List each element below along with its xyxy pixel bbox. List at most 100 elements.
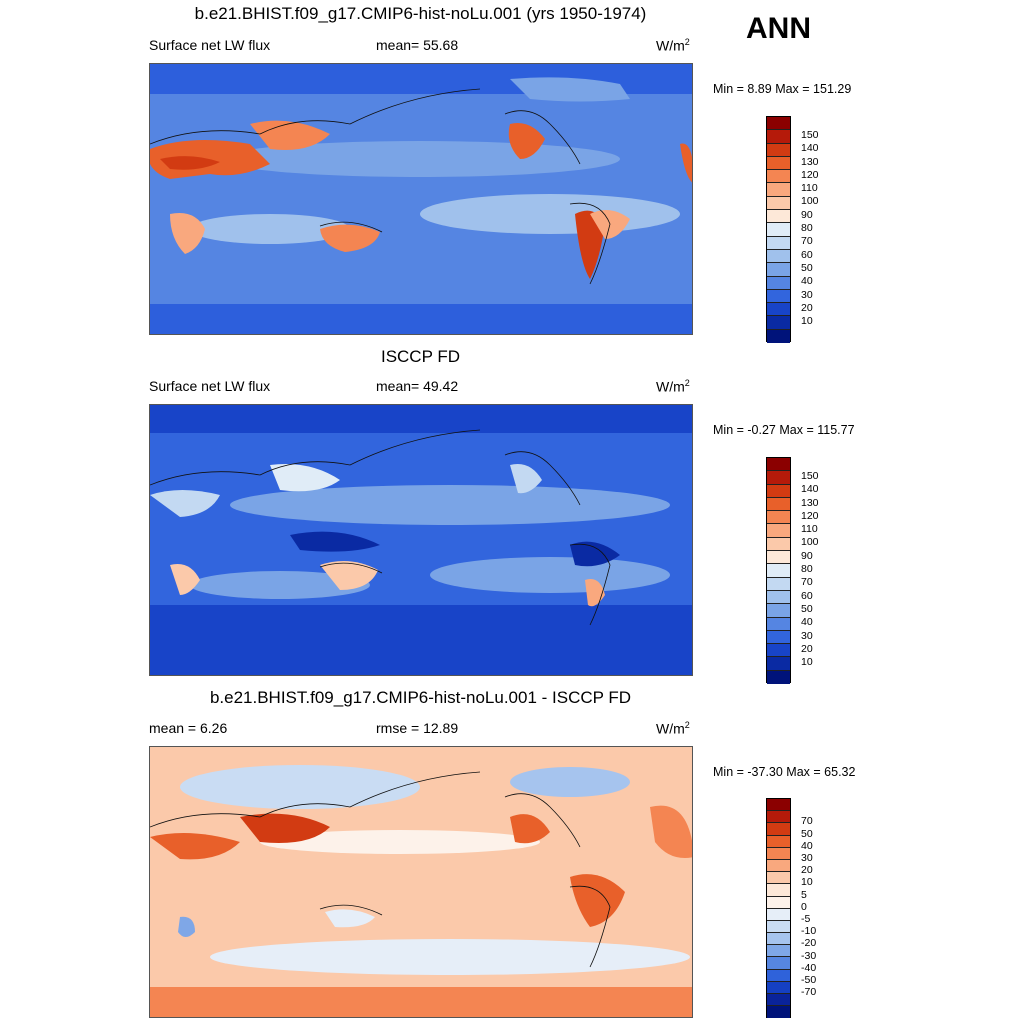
colorbar-swatch: [767, 896, 790, 909]
colorbar-swatch: [767, 551, 790, 565]
colorbar-label: 30: [801, 288, 813, 301]
panel2-title: ISCCP FD: [380, 347, 461, 366]
colorbar-label: -70: [801, 986, 817, 999]
colorbar-swatch: [767, 957, 790, 970]
colorbar-swatch: [767, 945, 790, 958]
colorbar-label: 20: [801, 301, 813, 314]
colorbar-label: 10: [801, 315, 813, 328]
colorbar-swatch: [767, 497, 790, 512]
colorbar-swatch: [767, 143, 790, 157]
colorbar-swatch: [767, 156, 790, 171]
colorbar-swatch: [767, 811, 790, 824]
colorbar-swatch: [767, 908, 790, 921]
colorbar-swatch: [767, 981, 790, 994]
colorbar-label: -30: [801, 949, 817, 962]
colorbar-swatch: [767, 289, 790, 304]
colorbar-label: 80: [801, 222, 813, 235]
colorbar-label: 50: [801, 602, 813, 615]
colorbar-swatch: [767, 577, 790, 591]
colorbar-swatch: [767, 1006, 790, 1019]
colorbar-swatch: [767, 823, 790, 836]
colorbar-swatch: [767, 329, 790, 344]
colorbar-swatch: [767, 524, 790, 538]
colorbar-swatch: [767, 859, 790, 873]
colorbar-label: 90: [801, 208, 813, 221]
colorbar-swatch: [767, 847, 790, 860]
panel2-units: W/m2: [656, 378, 690, 395]
colorbar-swatch: [767, 263, 790, 277]
colorbar-label: 50: [801, 827, 813, 840]
colorbar-swatch: [767, 210, 790, 224]
panel3-rmse-label: rmse = 12.89: [376, 720, 459, 736]
colorbar-swatch: [767, 670, 790, 685]
colorbar-label: 0: [801, 900, 807, 913]
panel1-map: [149, 63, 693, 335]
panel3-units: W/m2: [656, 720, 690, 737]
colorbar-label: 50: [801, 261, 813, 274]
colorbar-swatch: [767, 884, 790, 897]
colorbar-swatch: [767, 316, 790, 330]
panel1-units: W/m2: [656, 37, 690, 54]
colorbar-label: 150: [801, 469, 819, 482]
colorbar-swatch: [767, 630, 790, 645]
colorbar-swatch: [767, 303, 790, 317]
colorbar-label: 100: [801, 195, 819, 208]
colorbar-swatch: [767, 617, 790, 631]
colorbar-label: 140: [801, 483, 819, 496]
colorbar-swatch: [767, 590, 790, 605]
colorbar-label: 110: [801, 523, 818, 536]
colorbar-swatch: [767, 236, 790, 250]
colorbar-label: 130: [801, 155, 819, 168]
colorbar-label: 70: [801, 235, 813, 248]
colorbar-label: 70: [801, 576, 813, 589]
panel1-title: b.e21.BHIST.f09_g17.CMIP6-hist-noLu.001 …: [194, 4, 647, 23]
colorbar-label: 70: [801, 815, 813, 828]
panel2-minmax: Min = -0.27 Max = 115.77: [713, 423, 855, 437]
season-label: ANN: [746, 12, 811, 45]
colorbar-label: 10: [801, 876, 813, 889]
colorbar-label: 150: [801, 128, 819, 141]
colorbar-swatch: [767, 933, 790, 946]
colorbar-swatch: [767, 458, 790, 472]
colorbar-label: 30: [801, 629, 813, 642]
panel3-map: [149, 746, 693, 1018]
colorbar-swatch: [767, 183, 790, 197]
colorbar-label: 80: [801, 563, 813, 576]
colorbar-label: 5: [801, 888, 807, 901]
colorbar-label: 140: [801, 142, 819, 155]
colorbar-label: 40: [801, 616, 813, 629]
colorbar-label: -20: [801, 937, 817, 950]
colorbar-swatch: [767, 799, 790, 812]
panel3-mean-label: mean = 6.26: [149, 720, 228, 736]
colorbar-label: 10: [801, 656, 813, 669]
panel3-title: b.e21.BHIST.f09_g17.CMIP6-hist-noLu.001 …: [209, 688, 632, 707]
colorbar-label: 130: [801, 496, 819, 509]
colorbar-label: 90: [801, 549, 813, 562]
colorbar-swatch: [767, 657, 790, 671]
colorbar-label: -10: [801, 925, 817, 938]
colorbar-swatch: [767, 276, 790, 290]
panel2-mean-label: mean= 49.42: [376, 378, 459, 394]
colorbar-swatch: [767, 484, 790, 498]
colorbar-swatch: [767, 130, 790, 144]
panel1-colorbar: 150 140 130 120 110 100 90 80 70 60 50 40 30 20 10: [766, 116, 819, 344]
panel2-map: [149, 404, 693, 676]
colorbar-swatch: [767, 994, 790, 1007]
colorbar-label: 120: [801, 168, 819, 181]
panel1-variable-label: Surface net LW flux: [149, 37, 271, 53]
colorbar-label: -40: [801, 961, 817, 974]
colorbar-swatch: [767, 196, 790, 211]
colorbar-label: 20: [801, 864, 813, 877]
colorbar-swatch: [767, 117, 790, 131]
panel3-colorbar: 70 50 40 30 20 10 5 0 -5 -10 -20 -30 -40 -50 -70: [766, 798, 816, 1019]
colorbar-swatch: [767, 537, 790, 552]
panel2-variable-label: Surface net LW flux: [149, 378, 271, 394]
panel3-minmax: Min = -37.30 Max = 65.32: [713, 765, 856, 779]
colorbar-swatch: [767, 920, 790, 934]
colorbar-swatch: [767, 511, 790, 525]
colorbar-label: 100: [801, 536, 819, 549]
colorbar-label: 30: [801, 852, 813, 864]
colorbar-swatch: [767, 564, 790, 578]
panel2-colorbar: 150 140 130 120 110 100 90 80 70 60 50 40 30 20 10: [766, 457, 819, 685]
colorbar-label: 120: [801, 509, 819, 522]
